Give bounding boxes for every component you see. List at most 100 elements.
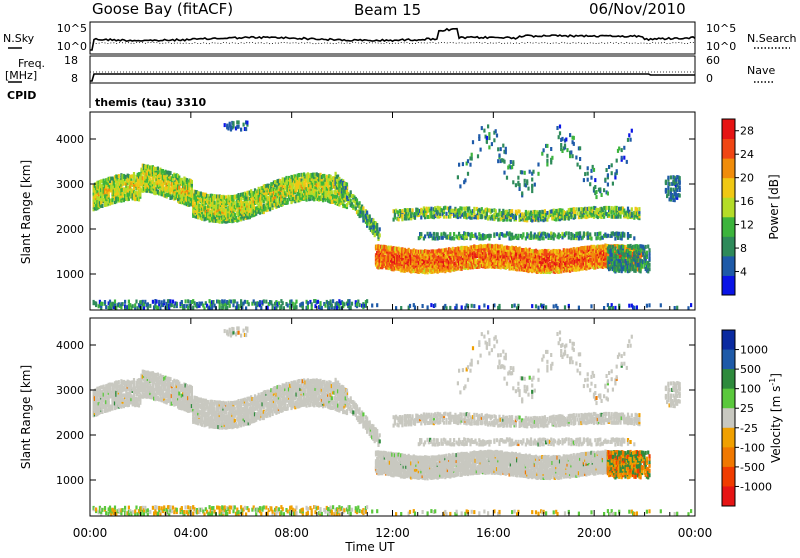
nave-label: Nave <box>747 64 775 77</box>
noise-search-line <box>90 42 695 43</box>
power-cell <box>362 211 364 215</box>
power-cell <box>298 173 300 177</box>
power-cell <box>606 206 608 210</box>
power-cell <box>511 209 513 213</box>
noise-right-bottom-tick: 10^0 <box>706 40 736 53</box>
power-cell <box>636 207 638 211</box>
power-cell <box>191 180 193 184</box>
power-cell <box>453 237 455 241</box>
power-cell <box>437 210 439 214</box>
power-cell <box>574 214 576 218</box>
power-cell <box>345 186 347 190</box>
nave-top-tick: 60 <box>706 54 720 67</box>
power-cell <box>420 216 422 220</box>
power-cell <box>350 190 352 194</box>
power-cell <box>214 201 216 205</box>
power-cell <box>304 184 306 188</box>
power-cell <box>449 232 451 236</box>
power-cell <box>234 201 236 205</box>
power-cell <box>260 202 262 206</box>
power-cell <box>476 236 478 240</box>
power-cell <box>444 206 446 210</box>
freq-label-2: [MHz] <box>5 69 37 82</box>
noise-left-bottom-tick: 10^0 <box>57 40 87 53</box>
power-cell <box>379 233 381 237</box>
power-cell <box>517 234 519 238</box>
power-cell <box>461 207 463 211</box>
power-cell <box>608 206 610 210</box>
power-cell <box>575 207 577 211</box>
noise-search-label: N.Search <box>747 32 797 45</box>
noise-right-top-tick: 10^5 <box>706 22 736 35</box>
power-cell <box>411 208 413 212</box>
power-cell <box>424 234 426 238</box>
power-cell <box>546 211 548 215</box>
power-cell <box>522 232 524 236</box>
power-cell <box>543 236 545 240</box>
frequency-panel-frame <box>90 56 695 83</box>
power-cell <box>433 232 435 236</box>
power-cell <box>577 212 579 216</box>
power-cell <box>379 227 381 231</box>
power-cell <box>638 207 640 211</box>
power-cell <box>178 186 180 190</box>
power-cell <box>343 182 345 186</box>
power-cell <box>369 214 371 218</box>
power-cell <box>362 206 364 210</box>
power-data-cells <box>93 120 693 310</box>
power-cell <box>493 232 495 236</box>
power-cell <box>331 190 333 194</box>
power-cell <box>359 201 361 205</box>
power-cell <box>275 198 277 202</box>
power-cell <box>544 209 546 213</box>
power-cell <box>578 207 580 211</box>
power-cell <box>350 199 352 203</box>
power-cell <box>356 198 358 202</box>
power-cell <box>481 214 483 218</box>
power-cell <box>438 236 440 240</box>
power-cell <box>515 216 517 220</box>
power-cell <box>169 171 171 175</box>
power-cell <box>437 232 439 236</box>
power-cell <box>263 199 265 203</box>
frequency-panel: Freq. [MHz] 18 8 60 0 Nave <box>5 54 775 85</box>
power-cell <box>587 211 589 215</box>
noise-panel-frame <box>90 22 695 54</box>
power-cell <box>323 174 325 178</box>
power-cell <box>490 234 492 238</box>
power-cell <box>519 210 521 214</box>
cpid-value: themis (tau) 3310 <box>95 96 207 109</box>
power-cell <box>631 212 633 216</box>
power-cell <box>453 232 455 236</box>
power-cell <box>491 209 493 213</box>
power-cell <box>346 203 348 207</box>
power-cell <box>611 206 613 210</box>
power-cell <box>352 204 354 208</box>
power-cell <box>401 209 403 213</box>
power-cell <box>495 209 497 213</box>
noise-sky-line <box>90 29 695 50</box>
power-cell <box>133 172 135 176</box>
station-title: Goose Bay (fitACF) <box>92 0 233 18</box>
power-cell <box>530 231 532 235</box>
freq-top-tick: 18 <box>64 54 78 67</box>
noise-panel: N.Sky 10^5 10^0 10^5 10^0 N.Search <box>3 22 797 54</box>
power-cell <box>443 215 445 219</box>
power-cell <box>442 236 444 240</box>
noise-sky-label: N.Sky <box>3 32 35 45</box>
freq-line <box>90 74 695 81</box>
power-cell <box>118 174 120 178</box>
power-cell <box>366 211 368 215</box>
date-title: 06/Nov/2010 <box>589 0 686 18</box>
power-cell <box>191 187 193 191</box>
power-cell <box>394 213 396 217</box>
power-cell <box>473 207 475 211</box>
nave-bottom-tick: 0 <box>706 72 713 85</box>
power-cell <box>445 212 447 216</box>
power-cell <box>496 232 498 236</box>
power-cell <box>101 204 103 208</box>
power-cell <box>440 232 442 236</box>
noise-left-top-tick: 10^5 <box>57 22 87 35</box>
